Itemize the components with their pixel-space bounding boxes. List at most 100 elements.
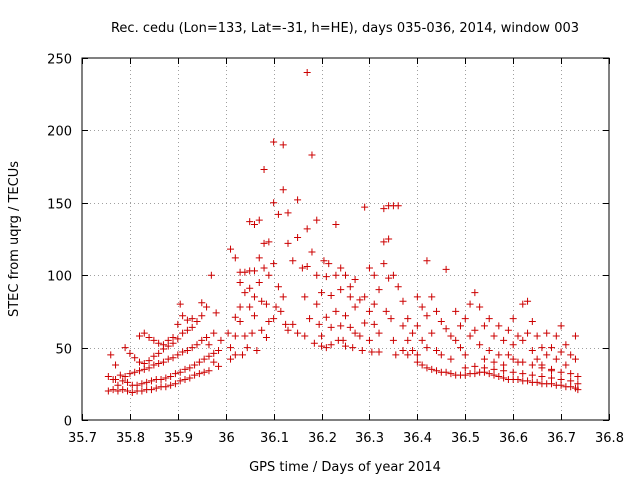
data-point [186,374,194,382]
data-point [284,239,292,247]
data-point [322,273,330,281]
data-point [112,361,120,369]
data-point [112,375,120,383]
data-point [250,221,258,229]
data-point [231,351,239,359]
data-point [224,329,232,337]
data-point [413,293,421,301]
data-point [294,196,302,204]
data-point [135,367,143,375]
x-tick-label: 36.5 [451,431,480,446]
data-point [361,203,369,211]
data-point [150,336,158,344]
data-point [423,312,431,320]
data-point [104,373,112,381]
x-axis-label: GPS time / Days of year 2014 [249,460,441,475]
x-tick-label: 35.7 [68,431,97,446]
data-point [301,293,309,301]
data-point [124,387,132,395]
data-point [171,380,179,388]
data-point [265,271,273,279]
data-point [399,297,407,305]
data-point [471,370,479,378]
x-tick-label: 36 [218,431,235,446]
data-point [461,315,469,323]
data-point [313,300,321,308]
data-point [382,307,390,315]
data-point [313,216,321,224]
data-point [500,367,508,375]
data-point [176,377,184,385]
data-point [375,286,383,294]
data-point [265,238,273,246]
data-point [404,336,412,344]
data-point [392,351,400,359]
data-point [524,329,532,337]
data-point [485,315,493,323]
data-point [332,221,340,229]
data-point [370,320,378,328]
data-point [152,384,160,392]
data-point [509,341,517,349]
data-point [183,326,191,334]
data-point [485,346,493,354]
data-point [567,377,575,385]
data-point [361,293,369,301]
data-point [188,323,196,331]
data-point [480,322,488,330]
data-point [574,373,582,381]
plot-frame [81,57,610,421]
data-point [188,344,196,352]
data-point [471,289,479,297]
data-point [423,364,431,372]
data-point [389,336,397,344]
data-point [277,307,285,315]
data-point [227,245,235,253]
data-point [147,377,155,385]
data-point [188,315,196,323]
data-point [557,375,565,383]
data-point [289,257,297,265]
data-point [476,303,484,311]
data-point [258,326,266,334]
data-point [298,264,306,272]
data-point [562,361,570,369]
data-point [140,329,148,337]
data-point [571,332,579,340]
y-axis-label: STEC from uqrg / TECUs [7,161,22,317]
x-tick-label: 36.6 [499,431,528,446]
data-point [399,322,407,330]
data-point [485,370,493,378]
data-point [104,387,112,395]
data-point [135,332,143,340]
data-point [320,257,328,265]
data-point [119,377,127,385]
data-point [380,205,388,213]
data-point [121,373,129,381]
y-tick-label: 150 [47,198,72,213]
data-point [528,318,536,326]
data-point [169,354,177,362]
data-point [119,386,127,394]
data-point [241,289,249,297]
data-point [215,362,223,370]
x-tick-label: 36.1 [260,431,289,446]
data-point [270,260,278,268]
data-point [262,300,270,308]
data-point [413,351,421,359]
data-point [193,318,201,326]
data-point [349,344,357,352]
data-point [284,209,292,217]
data-point [356,332,364,340]
data-point [248,329,256,337]
data-point [337,322,345,330]
data-point [179,348,187,356]
data-point [447,332,455,340]
data-point [270,315,278,323]
data-point [155,349,163,357]
data-point [303,263,311,271]
data-point [241,268,249,276]
data-point [109,386,117,394]
data-point [337,264,345,272]
data-point [524,377,532,385]
